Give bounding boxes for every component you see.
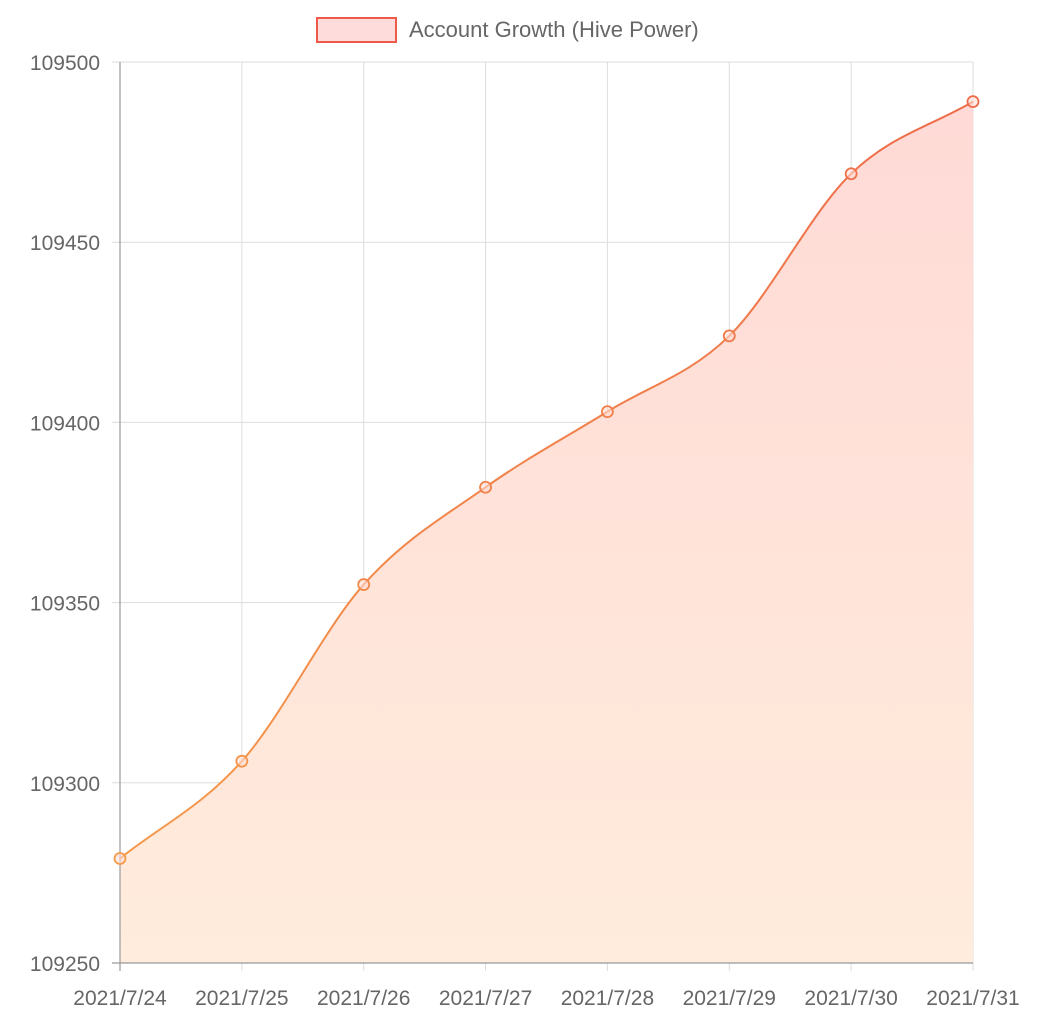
y-tick-label: 109450 [30,232,100,255]
x-tick-label: 2021/7/27 [439,987,532,1010]
y-tick-label: 109500 [30,52,100,75]
x-tick-label: 2021/7/31 [926,987,1019,1010]
series-line [119,100,974,860]
x-tick-label: 2021/7/26 [317,987,410,1010]
y-tick-label: 109400 [30,412,100,435]
x-tick-label: 2021/7/28 [561,987,654,1010]
points [113,95,980,865]
data-point[interactable] [479,480,492,494]
y-tick-label: 109250 [30,953,100,976]
data-point[interactable] [601,405,614,418]
data-point[interactable] [113,852,127,865]
data-point[interactable] [966,95,980,109]
series-area [120,101,973,964]
x-tick-label: 2021/7/25 [195,987,288,1010]
line-layer [119,100,974,860]
x-tick-label: 2021/7/30 [804,987,897,1010]
data-point[interactable] [722,329,736,343]
x-tick-label: 2021/7/24 [73,987,167,1010]
area-layer [120,101,973,964]
data-point[interactable] [357,578,371,591]
x-tick-label: 2021/7/29 [683,987,776,1010]
legend-swatch[interactable] [316,17,397,43]
y-axis-ticks: 109250 109300 109350 109400 109450 109500 [30,52,100,976]
x-axis-ticks: 2021/7/24 2021/7/25 2021/7/26 2021/7/27 2021… [73,987,1019,1010]
legend-label[interactable]: Account Growth (Hive Power) [409,17,699,42]
axes [112,62,973,971]
data-point[interactable] [235,754,249,768]
y-tick-label: 109350 [30,593,100,616]
legend[interactable]: Account Growth (Hive Power) [316,17,699,43]
y-tick-label: 109300 [30,773,100,796]
data-point[interactable] [844,167,858,181]
